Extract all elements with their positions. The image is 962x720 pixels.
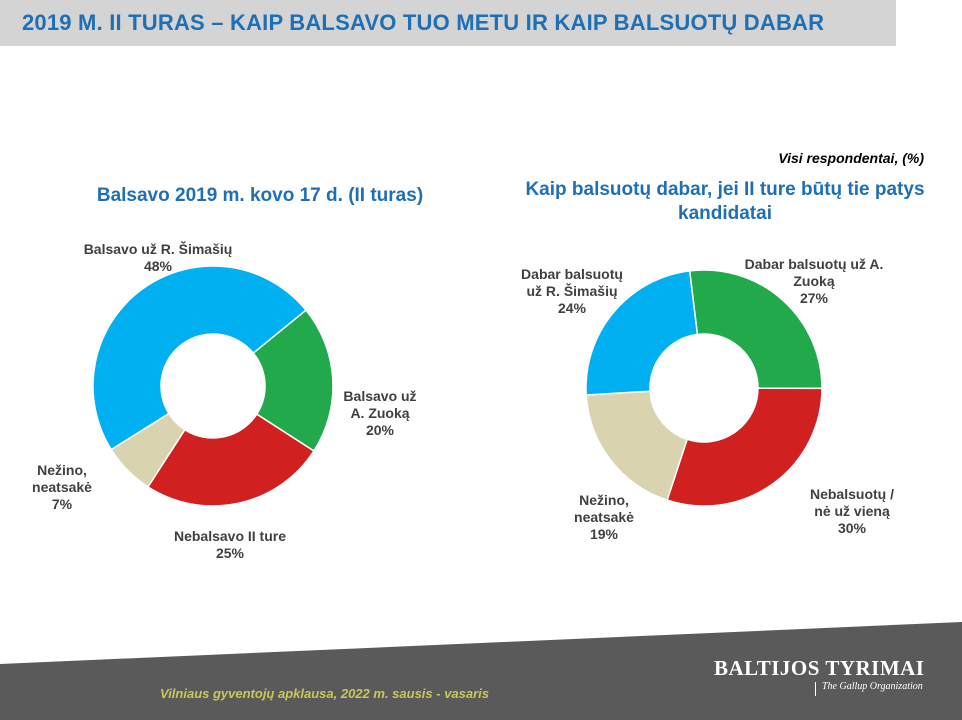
left-label-simasius: Balsavo už R. Šimašių 48%	[68, 241, 248, 275]
left-label-zuokas: Balsavo už A. Zuoką 20%	[342, 388, 418, 439]
left-donut-slice-2	[252, 309, 334, 453]
right-label-simasius-value: 24%	[557, 300, 587, 316]
right-label-nezino-value: 19%	[589, 526, 619, 542]
left-label-nebalsavo: Nebalsavo II ture 25%	[150, 528, 310, 562]
right-donut-slice-2	[666, 387, 823, 507]
left-donut-slice-4	[110, 412, 186, 488]
left-label-simasius-value: 48%	[143, 258, 173, 274]
right-label-simasius-name: Dabar balsuotų už R. Šimašių	[521, 266, 623, 299]
right-label-nebalsuotu-name: Nebalsuotų / nė už vieną	[809, 486, 894, 519]
chart-left-title: Balsavo 2019 m. kovo 17 d. (II turas)	[96, 185, 424, 206]
right-label-zuokas-name: Dabar balsuotų už A. Zuoką	[744, 256, 884, 289]
left-label-zuokas-value: 20%	[365, 422, 395, 438]
right-donut-slice-4	[585, 270, 699, 396]
survey-caption: Vilniaus gyventojų apklausa, 2022 m. sau…	[160, 686, 490, 701]
respondents-note: Visi respondentai, (%)	[778, 150, 924, 166]
left-donut-slice-1	[92, 265, 308, 451]
left-label-nebalsavo-name: Nebalsavo II ture	[173, 528, 287, 544]
left-label-simasius-name: Balsavo už R. Šimašių	[83, 241, 233, 257]
header-bar: 2019 M. II TURAS – KAIP BALSAVO TUO METU…	[0, 0, 896, 46]
right-label-zuokas: Dabar balsuotų už A. Zuoką 27%	[738, 256, 890, 307]
left-label-zuokas-name: Balsavo už A. Zuoką	[343, 388, 417, 421]
footer-background	[0, 622, 962, 720]
left-label-nebalsavo-value: 25%	[215, 545, 245, 561]
right-donut-slice-1	[688, 269, 823, 390]
brand-logo-subtitle: The Gallup Organization	[822, 681, 923, 692]
left-label-nezino-value: 7%	[51, 496, 73, 512]
page-title: 2019 M. II TURAS – KAIP BALSAVO TUO METU…	[22, 10, 825, 35]
right-label-zuokas-value: 27%	[799, 290, 829, 306]
chart-right-title: Kaip balsuotų dabar, jei II ture būtų ti…	[525, 179, 925, 224]
right-label-nebalsuotu-value: 30%	[837, 520, 867, 536]
left-donut-slice-3	[146, 413, 315, 507]
right-label-nezino: Nežino, neatsakė 19%	[564, 492, 644, 543]
right-label-simasius: Dabar balsuotų už R. Šimašių 24%	[512, 266, 632, 317]
right-label-nezino-name: Nežino, neatsakė	[574, 492, 634, 525]
left-label-nezino-name: Nežino, neatsakė	[32, 462, 92, 495]
left-label-nezino: Nežino, neatsakė 7%	[24, 462, 100, 513]
right-donut-slice-3	[585, 390, 689, 502]
right-label-nebalsuotu: Nebalsuotų / nė už vieną 30%	[800, 486, 904, 537]
brand-divider	[815, 682, 816, 696]
brand-logo-name: BALTIJOS TYRIMAI	[714, 656, 925, 680]
